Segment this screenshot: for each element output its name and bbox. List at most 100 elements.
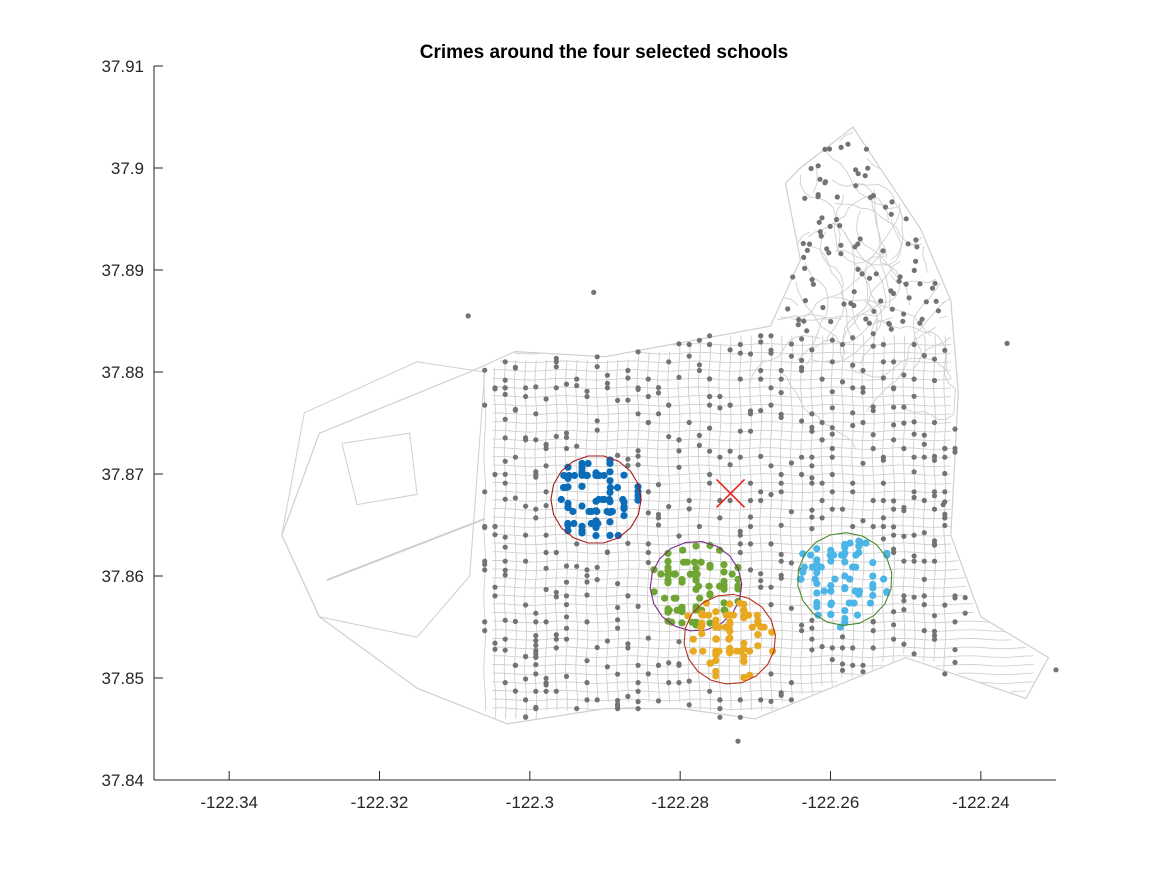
crime-point <box>747 351 754 357</box>
crime-point <box>533 671 539 677</box>
crime-point <box>778 367 784 374</box>
hill-street <box>864 203 900 310</box>
crime-point <box>563 625 570 631</box>
crime-point <box>921 576 927 583</box>
street <box>492 438 951 442</box>
x-marker-stroke <box>715 478 746 508</box>
crime-point <box>906 295 912 301</box>
crime-point <box>921 628 927 634</box>
crime-point <box>676 437 682 443</box>
crime-point <box>850 523 856 530</box>
crime-point <box>799 357 805 363</box>
crime-point <box>635 680 641 686</box>
crime-point <box>758 408 764 414</box>
y-tick-label: 37.87 <box>101 465 144 484</box>
crime-point <box>901 558 907 564</box>
street <box>935 664 1034 667</box>
crime-point <box>543 445 549 452</box>
crime-point <box>543 532 549 538</box>
crime-point <box>502 480 508 486</box>
cluster-crime-point <box>841 543 849 552</box>
crime-point <box>802 265 808 271</box>
crime-point <box>931 538 938 544</box>
street <box>492 698 793 702</box>
hill-street <box>832 222 860 331</box>
crime-point <box>553 589 559 595</box>
crime-point <box>809 647 815 653</box>
crime-point <box>655 385 662 391</box>
crime-point <box>594 644 600 651</box>
crime-point <box>809 277 815 283</box>
y-tick-label: 37.89 <box>101 261 144 280</box>
crime-point <box>604 372 611 378</box>
crime-point <box>686 419 692 426</box>
crime-point <box>873 271 879 277</box>
crime-point <box>826 146 833 152</box>
crime-point <box>707 471 713 478</box>
crime-point <box>727 347 733 353</box>
crime-point <box>891 506 897 512</box>
cluster-crime-point <box>620 511 628 520</box>
crime-point <box>809 480 815 486</box>
cluster-crime-point <box>846 539 854 547</box>
crime-point <box>625 641 631 647</box>
crime-point <box>768 402 774 408</box>
crime-point <box>707 393 713 400</box>
crime-point <box>686 341 692 348</box>
crime-point <box>921 602 927 608</box>
crime-point <box>860 419 866 426</box>
crime-point <box>809 463 815 469</box>
crime-point <box>923 299 929 305</box>
cluster-crime-point <box>698 630 706 638</box>
crime-point <box>804 247 811 253</box>
cluster-crime-point <box>705 582 713 590</box>
cluster-crime-point <box>578 467 586 475</box>
crime-point <box>809 507 815 513</box>
crime-point <box>880 375 887 381</box>
crime-point <box>604 664 611 670</box>
crime-point <box>645 549 651 556</box>
crime-point <box>829 431 835 437</box>
street <box>492 412 951 416</box>
cluster-crime-point <box>697 623 705 631</box>
crime-point <box>942 454 948 460</box>
street <box>492 507 951 511</box>
crime-point <box>838 251 844 257</box>
crime-point <box>851 289 857 295</box>
street <box>492 629 1004 632</box>
crime-point <box>901 533 907 539</box>
crime-point <box>952 445 958 452</box>
crime-point <box>911 454 917 460</box>
crime-point <box>829 471 835 478</box>
crime-point <box>584 697 590 703</box>
crime-point <box>512 454 519 460</box>
street <box>800 335 803 695</box>
crime-point <box>880 536 887 542</box>
crime-point <box>819 515 825 521</box>
cluster-crime-point <box>820 587 828 595</box>
cluster-crime-point <box>592 532 600 540</box>
crime-point <box>940 502 946 508</box>
crime-point <box>901 372 907 378</box>
cluster-crime-point <box>705 611 713 619</box>
crime-point <box>819 215 825 221</box>
street <box>646 351 650 703</box>
crime-point <box>502 647 508 653</box>
cluster-crime-point <box>600 495 609 504</box>
crime-point <box>826 250 832 256</box>
crime-point <box>860 460 866 466</box>
cluster-crime-point <box>692 542 700 550</box>
cluster-crime-point <box>692 576 700 584</box>
x-tick-label: -122.34 <box>200 793 258 812</box>
cluster-crime-point <box>827 599 836 607</box>
cluster-crime-point <box>736 599 744 607</box>
crime-point <box>502 435 508 441</box>
crime-point <box>917 320 923 326</box>
crime-point <box>696 523 703 530</box>
crime-point <box>829 645 835 651</box>
crime-point <box>880 515 887 521</box>
crime-point <box>635 662 641 668</box>
crime-point <box>625 645 631 651</box>
street <box>687 707 778 710</box>
cluster-crime-point <box>740 612 748 621</box>
